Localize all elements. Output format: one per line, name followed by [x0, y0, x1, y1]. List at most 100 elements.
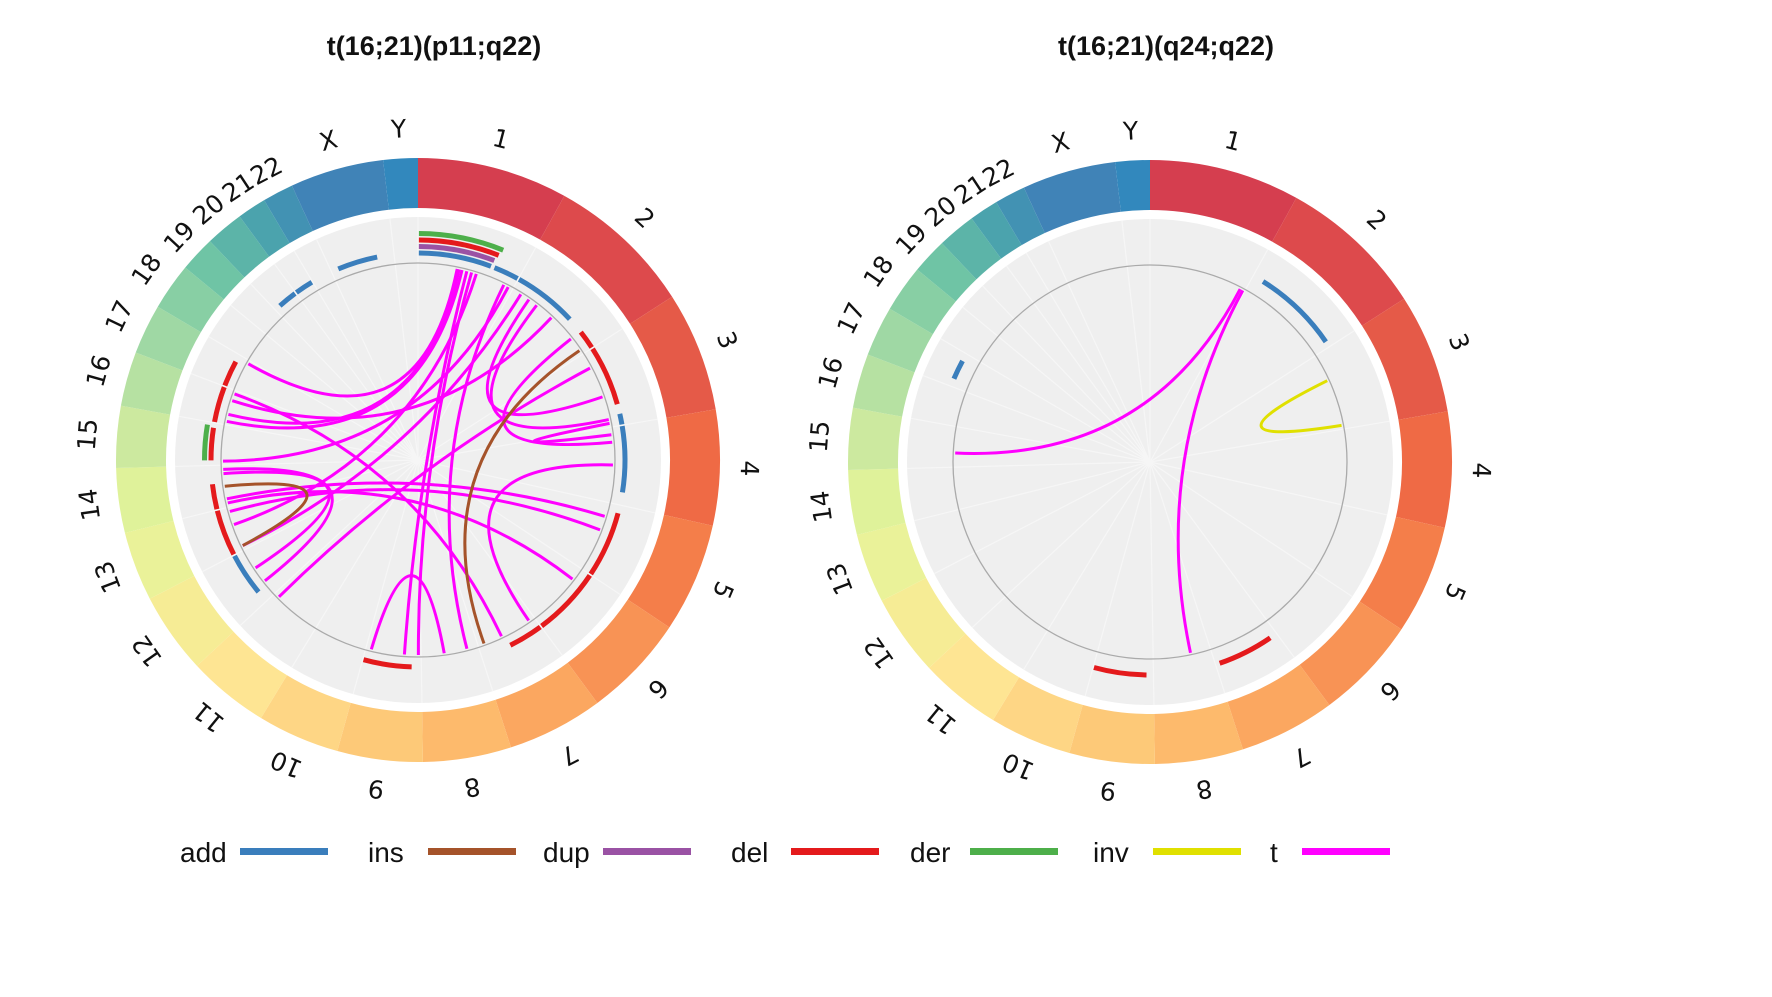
chromosome-segment-8 — [422, 699, 511, 762]
link-inv — [1259, 379, 1342, 434]
chromosome-segment-9 — [1069, 704, 1155, 764]
chromosome-label: 12 — [858, 632, 900, 675]
chromosome-segment-6 — [567, 599, 670, 703]
legend-label: dup — [543, 837, 590, 868]
legend-swatch — [428, 848, 516, 855]
chromosome-segment-22 — [264, 185, 313, 244]
chromosome-segment-9 — [337, 702, 423, 762]
chromosome-label: 10 — [998, 747, 1039, 786]
sector-divider — [239, 459, 419, 627]
chromosome-label: 11 — [919, 698, 962, 741]
sector-divider — [417, 459, 494, 692]
track-segment-del — [362, 657, 412, 670]
chromosome-segment-2 — [1272, 197, 1405, 326]
sector-divider — [907, 461, 1151, 470]
chromosome-label: X — [1048, 127, 1072, 160]
chromosome-segment-13 — [856, 522, 927, 601]
track-segment-del — [222, 360, 239, 387]
legend-label: inv — [1093, 837, 1129, 868]
track-segment-der — [418, 231, 505, 253]
track-segment-add — [278, 291, 297, 308]
chromosome-segment-16 — [120, 352, 183, 415]
chromosome-label: 6 — [642, 673, 674, 705]
track-segment-del — [578, 330, 594, 349]
track-segment-del — [418, 237, 500, 258]
chromosome-segment-15 — [115, 405, 171, 468]
sector-divider — [1025, 252, 1151, 463]
sector-divider — [1149, 420, 1390, 463]
link-t — [247, 268, 459, 398]
sector-divider — [178, 415, 419, 461]
legend-label: add — [180, 837, 227, 868]
chromosome-label: 18 — [858, 250, 900, 293]
link-ins — [463, 349, 581, 644]
track-segment-add — [232, 554, 261, 594]
chromosome-segment-5 — [627, 514, 713, 628]
chromosome-segment-16 — [852, 354, 915, 417]
chromosome-label: 19 — [890, 218, 933, 261]
chromosome-segment-1 — [1150, 160, 1297, 242]
chromosome-segment-18 — [157, 267, 224, 333]
track-segment-add — [418, 250, 492, 269]
chromosome-label: 4 — [1467, 462, 1496, 479]
chromosome-segment-8 — [1154, 701, 1243, 764]
chromosome-segment-19 — [185, 241, 245, 300]
link-t — [489, 304, 610, 430]
link-ins — [224, 482, 309, 547]
link-t — [226, 481, 606, 518]
sector-divider — [914, 461, 1151, 522]
chromosome-label: 3 — [1443, 330, 1476, 355]
sector-divider — [982, 285, 1151, 463]
link-t — [502, 337, 613, 446]
chromosome-segment-Y — [1115, 160, 1150, 212]
track-segment-add — [951, 359, 965, 380]
link-t — [223, 467, 334, 582]
sector-divider — [230, 304, 419, 461]
link-t — [487, 463, 613, 622]
chromosome-label: 17 — [831, 298, 871, 339]
chromosome-segment-X — [291, 160, 389, 232]
sector-divider — [1149, 249, 1269, 463]
track-segment-add — [619, 425, 628, 493]
chromosome-segment-6 — [1299, 601, 1402, 705]
circos-panel-left: t(16;21)(p11;q22) 1234567891011121314151… — [72, 31, 764, 804]
link-t — [1176, 289, 1245, 654]
chromosome-segment-3 — [630, 296, 716, 418]
chromosome-label: 14 — [73, 487, 106, 522]
chromosome-label: 16 — [80, 352, 116, 390]
legend-label: del — [731, 837, 768, 868]
chromosome-segment-17 — [135, 306, 201, 371]
chromosome-label: 8 — [462, 771, 482, 802]
sector-divider — [1047, 240, 1151, 463]
track-segment-dup — [418, 244, 496, 263]
link-t — [955, 288, 1242, 455]
sector-divider — [1149, 461, 1155, 705]
sector-divider — [1149, 461, 1226, 694]
chromosome-label: 3 — [711, 328, 744, 353]
sector-divider — [389, 218, 419, 461]
legend-item-der: der — [910, 837, 1058, 868]
track-segment-del — [212, 386, 227, 423]
chart-title: t(16;21)(q24;q22) — [1058, 31, 1274, 61]
chromosome-label: 7 — [556, 738, 583, 771]
sector-divider — [933, 461, 1151, 575]
track-segment-add — [493, 265, 519, 281]
chromosome-segment-11 — [196, 631, 288, 718]
link-t — [233, 273, 478, 526]
chromosome-label: Y — [389, 114, 408, 144]
sector-divider — [182, 459, 419, 520]
track-segment-add — [617, 413, 625, 425]
chromosome-segment-1 — [418, 158, 565, 240]
chromosome-segment-14 — [116, 466, 174, 533]
chromosome-label: X — [316, 125, 340, 158]
legend-item-t: t — [1270, 837, 1390, 868]
legend: add ins dup del der inv t — [180, 837, 1390, 868]
sector-divider — [315, 238, 419, 461]
sector-divider — [962, 306, 1151, 463]
chromosome-segment-20 — [209, 216, 270, 278]
legend-swatch — [240, 848, 328, 855]
legend-swatch — [970, 848, 1058, 855]
chromosome-label: 9 — [366, 773, 385, 804]
chromosome-segment-17 — [867, 308, 933, 373]
